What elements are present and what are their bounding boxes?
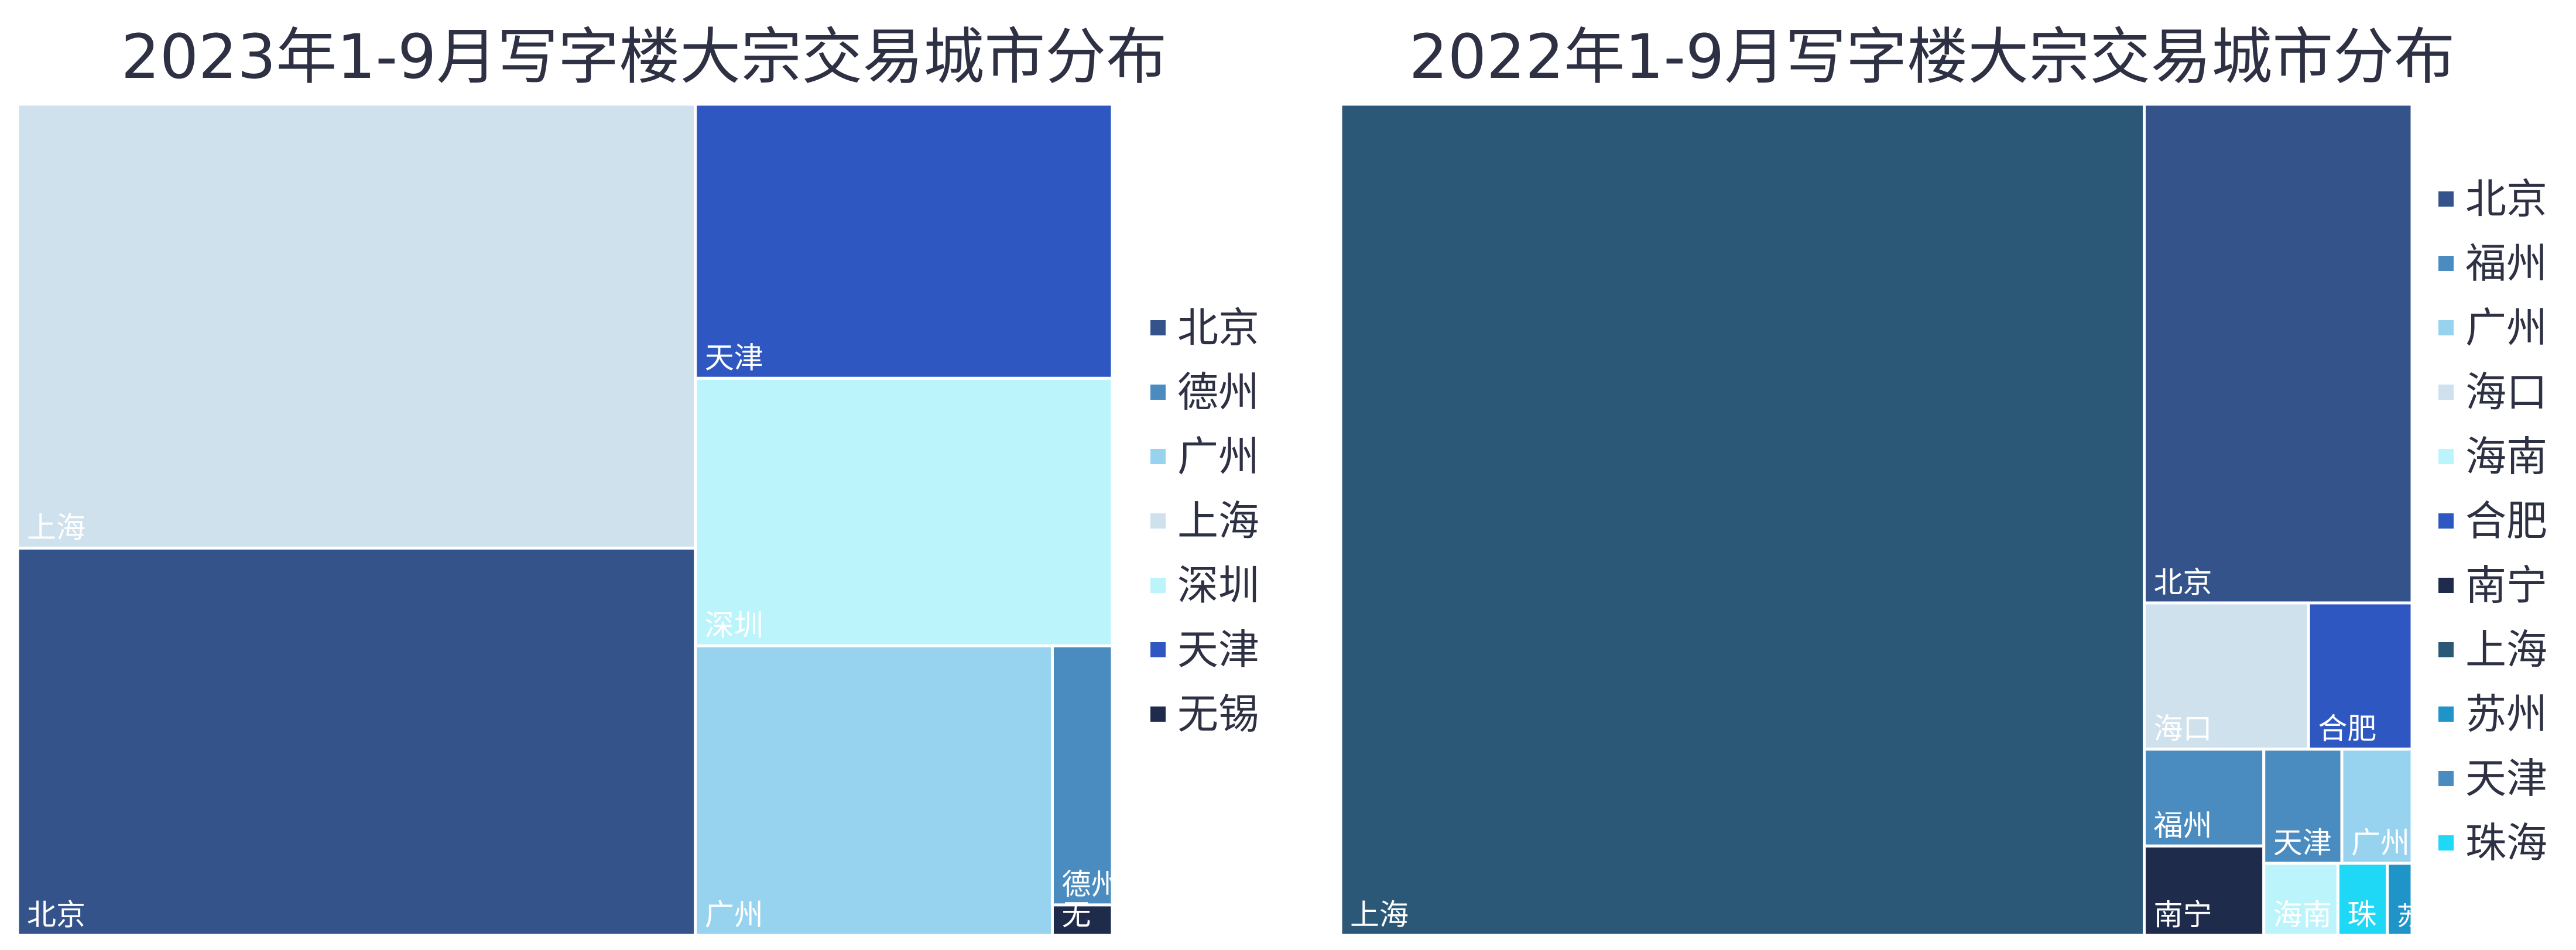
legend-swatch (2438, 578, 2454, 593)
legend-swatch (2438, 707, 2454, 722)
legend-label: 南宁 (2465, 561, 2547, 609)
treemap-rect (2143, 601, 2310, 751)
legend-label: 天津 (2465, 754, 2547, 802)
treemap-cell-南宁: 南宁 (2143, 844, 2266, 937)
legend-swatch (1150, 513, 1166, 529)
legend-swatch (2438, 320, 2454, 335)
legend-swatch (1150, 320, 1166, 335)
treemap-label: 北京 (27, 898, 85, 932)
treemap-rect (2340, 747, 2414, 865)
treemap-rect (694, 102, 1114, 380)
treemap-label: 珠 (2347, 898, 2376, 932)
legend-swatch (2438, 256, 2454, 271)
legend-label: 广州 (1177, 433, 1259, 481)
legend-label: 海口 (2465, 368, 2547, 416)
legend-label: 珠海 (2465, 819, 2547, 867)
treemap-cell-无锡: 无 (1050, 898, 1114, 937)
treemap-cell-苏州: 苏 (2386, 862, 2423, 937)
treemap-cell-海口: 海口 (2143, 601, 2310, 751)
treemap-cell-深圳: 深圳 (694, 376, 1114, 647)
treemap-cell-上海: 上海 (16, 102, 697, 550)
treemap-rect (1050, 644, 1114, 907)
legend-label: 深圳 (1177, 561, 1259, 609)
legend-label: 北京 (2465, 175, 2547, 223)
treemap-label: 广州 (2351, 826, 2410, 860)
legend-label: 广州 (2465, 304, 2547, 352)
treemap-cell-珠海: 珠 (2336, 862, 2389, 937)
legend-label: 天津 (1177, 626, 1259, 674)
treemap-rect (2143, 102, 2414, 605)
treemap-rect (16, 546, 697, 937)
treemap-label: 德州 (1061, 867, 1120, 901)
treemap-label: 上海 (27, 510, 85, 544)
legend-label: 合肥 (2465, 497, 2547, 545)
treemap-cell-海南: 海南 (2262, 862, 2339, 937)
legend-label: 上海 (1177, 497, 1259, 545)
legend: 北京福州广州海口海南合肥南宁上海苏州天津珠海 (2438, 167, 2576, 898)
treemap-cell-天津: 天津 (694, 102, 1114, 380)
treemap-label: 福州 (2154, 808, 2212, 842)
treemap-label: 海南 (2273, 898, 2332, 932)
treemap-rect (2386, 862, 2414, 937)
treemap-rect (2336, 862, 2389, 937)
treemap-rect (2262, 747, 2344, 865)
treemap-panel-2023: 2023年1-9月写字楼大宗交易城市分布 上海 北京 天津 深圳 广州 德州无 北京 德州广… (16, 21, 1288, 937)
treemap-panel-2022: 2022年1-9月写字楼大宗交易城市分布 上海 北京 海口 合肥 福州 南宁 天津 广州 海南珠… (1288, 0, 2576, 950)
legend-label: 上海 (2465, 626, 2547, 674)
treemap-label: 北京 (2154, 565, 2212, 599)
legend-swatch (2438, 835, 2454, 850)
treemap-cell-广州: 广州 (2340, 747, 2414, 865)
legend-swatch (2438, 191, 2454, 207)
legend-label: 福州 (2465, 239, 2547, 287)
treemap-rect (694, 376, 1114, 647)
treemap-cell-上海: 上海 (1339, 102, 2146, 937)
treemap-plot: 上海 北京海口 合肥福州南宁 天津 广州海南珠苏 (1339, 102, 2423, 937)
legend-swatch (2438, 771, 2454, 786)
chart-title: 2022年1-9月写字楼大宗交易城市分布 (1409, 21, 2455, 92)
legend-swatch (1150, 707, 1166, 722)
legend-swatch (1150, 578, 1166, 593)
treemap-cell-福州: 福州 (2143, 747, 2266, 848)
treemap-label: 深圳 (705, 608, 763, 642)
treemap-rect (2262, 862, 2339, 937)
treemap-label: 天津 (705, 341, 763, 375)
treemap-rect (1339, 102, 2146, 937)
legend-label: 北京 (1177, 304, 1259, 352)
treemap-rect (16, 102, 697, 550)
treemap-label: 无 (1061, 898, 1091, 932)
treemap-cell-北京: 北京 (2143, 102, 2414, 605)
treemap-cell-北京: 北京 (16, 546, 697, 937)
treemap-cell-天津: 天津 (2262, 747, 2344, 865)
legend-swatch (1150, 449, 1166, 464)
treemap-label: 南宁 (2154, 898, 2212, 932)
treemap-label: 上海 (1350, 898, 1409, 932)
legend-swatch (2438, 385, 2454, 400)
treemap-label: 合肥 (2318, 712, 2376, 746)
treemap-cell-德州: 德州 (1050, 644, 1120, 907)
treemap-label: 广州 (705, 898, 763, 932)
legend-label: 德州 (1177, 368, 1259, 416)
legend-swatch (2438, 449, 2454, 464)
treemap-rect (694, 644, 1054, 937)
treemap-label: 天津 (2273, 826, 2332, 860)
legend-swatch (2438, 642, 2454, 657)
legend-swatch (1150, 385, 1166, 400)
treemap-label: 苏 (2397, 901, 2423, 931)
legend-label: 苏州 (2465, 690, 2547, 738)
legend-label: 海南 (2465, 433, 2547, 481)
treemap-rect (2143, 747, 2266, 848)
legend-swatch (2438, 513, 2454, 529)
treemap-cell-合肥: 合肥 (2307, 601, 2414, 751)
treemap-label: 海口 (2154, 712, 2212, 746)
treemap-rect (1050, 903, 1114, 937)
treemap-cell-广州: 广州 (694, 644, 1054, 937)
legend-swatch (1150, 642, 1166, 657)
legend-label: 无锡 (1177, 690, 1259, 738)
treemap-rect (2307, 601, 2414, 751)
chart-title: 2023年1-9月写字楼大宗交易城市分布 (121, 21, 1167, 92)
legend: 北京德州广州上海深圳天津无锡 (1150, 296, 1288, 764)
